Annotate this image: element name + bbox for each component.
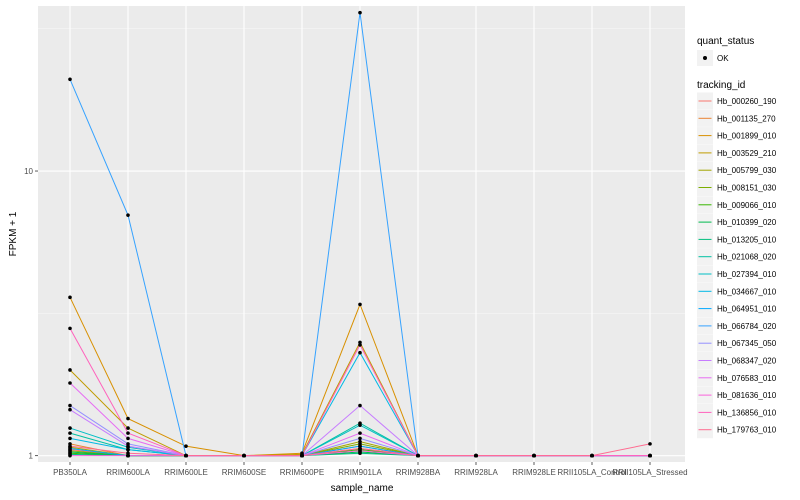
data-point [590, 453, 594, 458]
data-point [358, 350, 362, 355]
legend-label: Hb_064951_010 [717, 305, 777, 314]
legend-label: Hb_021068_020 [717, 253, 777, 262]
data-point [126, 447, 130, 452]
data-point [126, 436, 130, 441]
data-point [184, 453, 188, 458]
data-point [68, 326, 72, 331]
data-point [358, 302, 362, 307]
data-point [184, 444, 188, 448]
data-point [242, 453, 246, 458]
data-point [474, 453, 478, 458]
data-point [126, 213, 130, 217]
data-point [68, 295, 72, 300]
legend-label: Hb_034667_010 [717, 287, 777, 296]
legend-label: Hb_001899_010 [717, 132, 777, 141]
data-point [648, 453, 652, 458]
y-tick-label: 10 [24, 167, 33, 176]
legend-tracking-id-title: tracking_id [697, 80, 745, 91]
data-point [358, 403, 362, 408]
x-tick-label: RRII105LA_Control [557, 468, 627, 477]
data-point [358, 343, 362, 347]
y-axis-title: FPKM + 1 [8, 211, 19, 256]
data-point [68, 431, 72, 435]
data-point [358, 10, 362, 15]
grid-lines [38, 6, 685, 462]
data-point [358, 431, 362, 435]
x-tick-label: RRIM928BA [396, 468, 441, 477]
legend-label: Hb_001135_270 [717, 114, 776, 123]
y-axis: 1 10 [24, 167, 38, 461]
legend-label: Hb_008151_030 [717, 184, 777, 193]
x-tick-label: RRII105LA_Stressed [612, 468, 687, 477]
data-point [648, 442, 652, 446]
legend-label: Hb_068347_020 [717, 357, 777, 366]
data-point [416, 453, 420, 458]
x-tick-label: RRIM600PE [280, 468, 324, 477]
data-point [358, 446, 362, 451]
data-point [68, 381, 72, 385]
legend-point-key [703, 56, 707, 60]
x-axis-title: sample_name [331, 483, 394, 494]
data-point [68, 368, 72, 372]
data-point [68, 407, 72, 412]
data-point [358, 423, 362, 427]
data-point [68, 403, 72, 408]
data-point [68, 444, 72, 448]
plot-panel [38, 6, 685, 462]
legend-label: Hb_076583_010 [717, 374, 777, 383]
data-point [68, 436, 72, 441]
x-tick-label: RRIM600LE [164, 468, 208, 477]
data-point [126, 431, 130, 435]
legend-label: Hb_010399_020 [717, 218, 777, 227]
data-point [68, 453, 72, 458]
x-tick-label: RRIM600LA [106, 468, 150, 477]
legend-quant-status: quant_status OK [697, 36, 754, 66]
data-point [68, 426, 72, 430]
legend-label: Hb_027394_010 [717, 270, 777, 279]
legend-label: Hb_136856_010 [717, 408, 777, 417]
legend-label: Hb_067345_050 [717, 339, 777, 348]
legend-label: Hb_179763_010 [717, 426, 777, 435]
legend-label: Hb_081636_010 [717, 391, 777, 400]
x-tick-label: RRIM600SE [222, 468, 266, 477]
legend-label: OK [717, 54, 729, 63]
legend-tracking-id: tracking_id Hb_000260_190 Hb_001135_270 Hb… [697, 80, 777, 439]
data-point [126, 451, 130, 456]
x-tick-label: RRIM901LA [338, 468, 382, 477]
legend-label: Hb_000260_190 [717, 97, 777, 106]
x-axis: PB350LA RRIM600LA RRIM600LE RRIM600SE RRIM60… [53, 462, 688, 477]
data-point [126, 444, 130, 448]
legend-label: Hb_009066_010 [717, 201, 777, 210]
data-point [358, 340, 362, 345]
legend-label: Hb_066784_020 [717, 322, 777, 331]
legend-label: Hb_003529_210 [717, 149, 777, 158]
y-tick-label: 1 [29, 452, 34, 461]
data-points [68, 10, 652, 458]
legend-quant-status-title: quant_status [697, 36, 754, 47]
x-tick-label: RRIM928LE [512, 468, 556, 477]
data-point [126, 426, 130, 430]
x-tick-label: RRIM928LA [454, 468, 498, 477]
data-point [126, 416, 130, 421]
legend-label: Hb_013205_010 [717, 235, 777, 244]
data-point [68, 77, 72, 82]
x-tick-label: PB350LA [53, 468, 87, 477]
legend-label: Hb_005799_030 [717, 166, 777, 175]
data-point [358, 436, 362, 441]
data-point [300, 453, 304, 458]
data-point [532, 453, 536, 458]
